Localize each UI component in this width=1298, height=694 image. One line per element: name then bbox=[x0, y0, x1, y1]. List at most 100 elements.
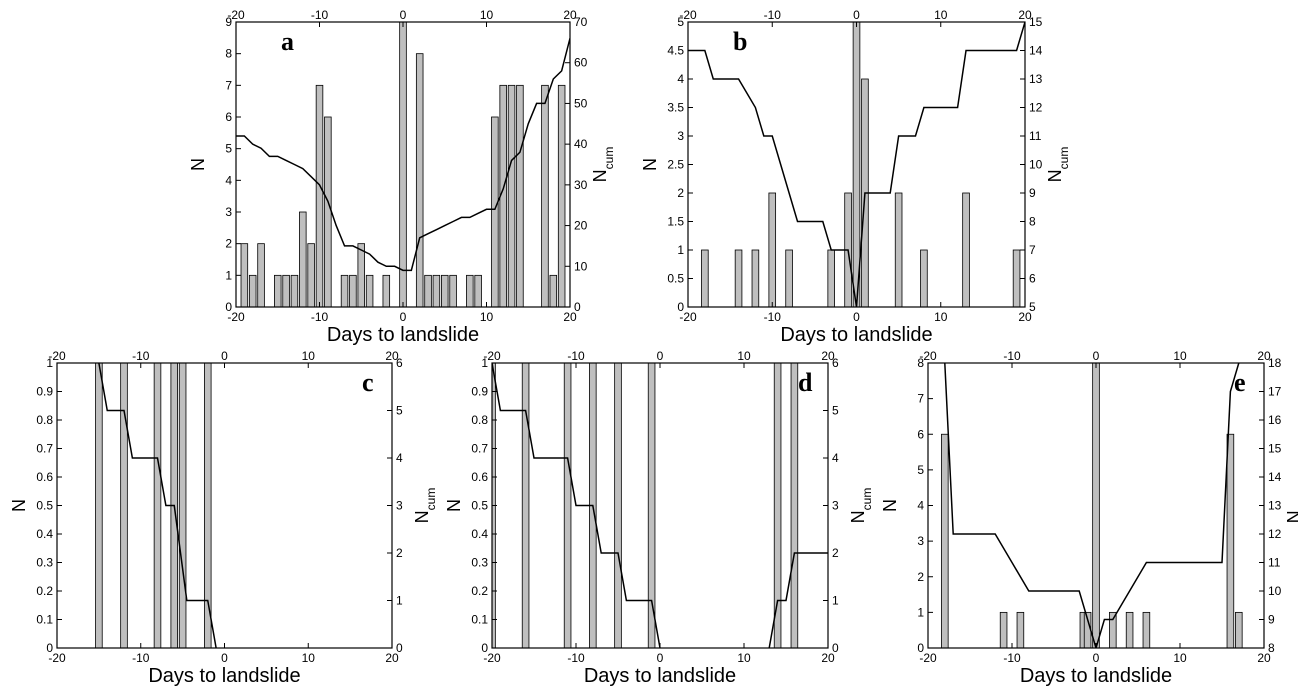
y2-label-main: N bbox=[1284, 510, 1298, 523]
y2-tick-label: 6 bbox=[396, 356, 403, 370]
bar bbox=[178, 363, 187, 648]
y2-tick-label: 9 bbox=[1268, 613, 1275, 627]
cumulative-line bbox=[98, 363, 217, 648]
x-tick-label: 20 bbox=[821, 651, 835, 665]
bar bbox=[449, 274, 457, 307]
x-tick-label: 10 bbox=[302, 651, 316, 665]
y-tick-label: 1.5 bbox=[667, 215, 684, 229]
bar bbox=[521, 363, 530, 648]
x-top-tick-label: -10 bbox=[764, 8, 782, 22]
x-tick-label: -10 bbox=[132, 651, 150, 665]
bar bbox=[282, 274, 290, 307]
y2-tick-label: 17 bbox=[1268, 385, 1282, 399]
y-tick-label: 1 bbox=[677, 243, 684, 257]
y2-tick-label: 7 bbox=[1029, 243, 1036, 257]
x-top-tick-label: -10 bbox=[567, 349, 585, 363]
x-top-tick-label: 0 bbox=[853, 8, 860, 22]
y2-tick-label: 13 bbox=[1268, 499, 1282, 513]
y2-tick-label: 13 bbox=[1029, 72, 1043, 86]
bar bbox=[541, 84, 549, 307]
bar bbox=[894, 192, 903, 307]
y2-tick-label: 5 bbox=[832, 404, 839, 418]
x-tick-label: -20 bbox=[227, 310, 245, 324]
x-top-tick-label: 10 bbox=[737, 349, 751, 363]
x-top-tick-label: -10 bbox=[1003, 349, 1021, 363]
bar bbox=[790, 363, 799, 648]
x-tick-label: -10 bbox=[1003, 651, 1021, 665]
y2-tick-label: 12 bbox=[1268, 527, 1282, 541]
y-tick-label: 0 bbox=[917, 641, 924, 655]
y-tick-label: 0.5 bbox=[471, 499, 488, 513]
panel-label: e bbox=[1234, 368, 1246, 397]
y2-tick-label: 4 bbox=[396, 451, 403, 465]
y2-tick-label: 8 bbox=[1029, 215, 1036, 229]
bar bbox=[365, 274, 374, 307]
bar bbox=[153, 363, 162, 648]
bar bbox=[290, 274, 299, 307]
y2-tick-label: 11 bbox=[1268, 556, 1281, 570]
y2-axis-label: Ncum bbox=[848, 488, 874, 524]
bar bbox=[340, 274, 349, 307]
y2-tick-label: 0 bbox=[574, 300, 581, 314]
bar bbox=[1109, 611, 1117, 648]
y-tick-label: 0.3 bbox=[471, 556, 488, 570]
y-axis-label: N bbox=[188, 158, 208, 171]
y-tick-label: 8 bbox=[225, 47, 232, 61]
panel: -20 -20 -10 -10 0 0 10 10 20 20 0 0.5 1 1.5 2 2.5 3 3.5 4 4… bbox=[640, 8, 1071, 346]
x-top-tick-label: -10 bbox=[132, 349, 150, 363]
x-top-tick-label: -20 bbox=[48, 349, 66, 363]
bar bbox=[299, 211, 307, 307]
x-tick-label: 10 bbox=[934, 310, 948, 324]
y-tick-label: 0.1 bbox=[471, 613, 488, 627]
x-top-tick-label: -10 bbox=[311, 8, 329, 22]
y-axis-label: N bbox=[640, 158, 660, 171]
x-top-tick-label: 20 bbox=[821, 349, 835, 363]
bar bbox=[614, 363, 622, 648]
bar bbox=[1125, 611, 1134, 648]
panel-label: b bbox=[733, 27, 747, 56]
bar bbox=[507, 84, 516, 307]
y2-axis-label: Ncum bbox=[1284, 488, 1298, 524]
y2-tick-label: 14 bbox=[1268, 470, 1282, 484]
y2-label-main: N bbox=[412, 510, 432, 523]
bar bbox=[701, 249, 709, 307]
panel: -20-20-10-10001010202000.10.20.30.40.50.… bbox=[9, 349, 438, 687]
y-tick-label: 6 bbox=[917, 427, 924, 441]
bar bbox=[315, 84, 324, 307]
y-tick-label: 0.7 bbox=[471, 442, 488, 456]
x-axis-label: Days to landslide bbox=[148, 665, 300, 687]
bar bbox=[852, 22, 861, 307]
y2-tick-label: 6 bbox=[1029, 272, 1036, 286]
y2-label-main: N bbox=[590, 169, 610, 182]
y2-tick-label: 20 bbox=[574, 219, 588, 233]
y-tick-label: 3.5 bbox=[667, 101, 684, 115]
y-tick-label: 3 bbox=[917, 534, 924, 548]
y2-tick-label: 0 bbox=[396, 641, 403, 655]
y-tick-label: 0.6 bbox=[36, 470, 53, 484]
x-tick-label: 0 bbox=[221, 651, 228, 665]
y-tick-label: 0.7 bbox=[36, 442, 53, 456]
bar bbox=[549, 274, 558, 307]
y2-tick-label: 50 bbox=[574, 96, 588, 110]
x-tick-label: 10 bbox=[480, 310, 494, 324]
x-tick-label: 0 bbox=[1093, 651, 1100, 665]
y2-label-sub: cum bbox=[1057, 147, 1071, 170]
bar bbox=[203, 363, 212, 648]
y2-tick-label: 40 bbox=[574, 137, 588, 151]
bar bbox=[768, 192, 777, 307]
y-tick-label: 0.1 bbox=[36, 613, 53, 627]
y2-tick-label: 10 bbox=[574, 259, 588, 273]
y2-tick-label: 14 bbox=[1029, 44, 1043, 58]
panel: -20-20-10-100010102020012345678891011121… bbox=[880, 349, 1298, 687]
x-top-tick-label: 20 bbox=[1257, 349, 1271, 363]
y-tick-label: 4 bbox=[677, 72, 684, 86]
bar bbox=[432, 274, 441, 307]
plot-area bbox=[236, 22, 570, 307]
bar bbox=[324, 116, 332, 307]
x-tick-label: 0 bbox=[853, 310, 860, 324]
x-tick-label: -10 bbox=[764, 310, 782, 324]
x-tick-label: 20 bbox=[563, 310, 577, 324]
y-tick-label: 0.5 bbox=[667, 272, 684, 286]
bar bbox=[307, 243, 315, 307]
bar bbox=[920, 249, 928, 307]
